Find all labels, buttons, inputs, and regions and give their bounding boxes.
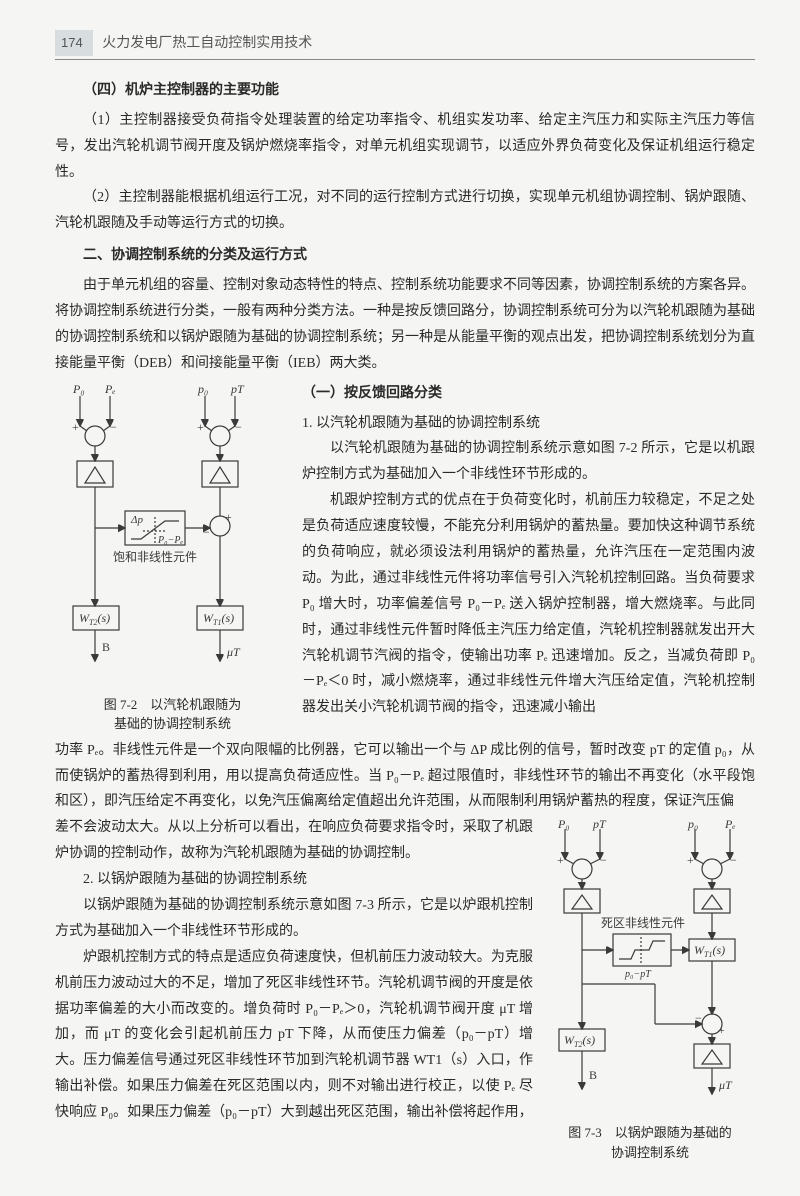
content-block-2: P₀ pT p₀ Pₑ + − — [55, 815, 755, 1166]
svg-text:+: + — [718, 1023, 725, 1037]
figure-7-2-caption: 图 7-2 以汽轮机跟随为 基础的协调控制系统 — [55, 695, 290, 734]
svg-text:+: + — [225, 510, 232, 524]
sub1-p2b: 功率 Pₑ。非线性元件是一个双向限幅的比例器，它可以输出一个与 ΔP 成比例的信… — [55, 738, 755, 816]
svg-text:P₀−Pₑ: P₀−Pₑ — [157, 535, 183, 546]
svg-text:WT2(s): WT2(s) — [564, 1033, 595, 1049]
svg-text:p₀: p₀ — [687, 819, 698, 831]
svg-text:WT2(s): WT2(s) — [79, 611, 110, 627]
h2-title: 二、协调控制系统的分类及运行方式 — [55, 243, 755, 269]
svg-text:死区非线性元件: 死区非线性元件 — [601, 916, 685, 930]
svg-text:Δp: Δp — [130, 514, 143, 526]
h2-p1: 由于单元机组的容量、控制对象动态特性的特点、控制系统功能要求不同等因素，协调控制… — [55, 273, 755, 377]
figure-7-3-diagram: P₀ pT p₀ Pₑ + − — [545, 819, 755, 1119]
svg-text:+: + — [197, 420, 204, 434]
svg-text:p₀−pT: p₀−pT — [624, 969, 652, 980]
svg-text:−: − — [235, 420, 242, 434]
svg-text:+: + — [72, 420, 79, 434]
section-4-title: （四）机炉主控制器的主要功能 — [55, 78, 755, 104]
svg-text:μT: μT — [718, 1078, 733, 1092]
svg-text:μT: μT — [226, 645, 241, 659]
book-title: 火力发电厂热工自动控制实用技术 — [102, 36, 312, 51]
svg-text:p₀: p₀ — [197, 382, 208, 396]
page-number: 174 — [55, 30, 93, 56]
svg-text:B: B — [102, 640, 110, 654]
svg-text:饱和非线性元件: 饱和非线性元件 — [113, 549, 197, 564]
page: 174 火力发电厂热工自动控制实用技术 （四）机炉主控制器的主要功能 （1）主控… — [0, 0, 800, 1196]
svg-text:B: B — [589, 1068, 597, 1082]
figure-7-3: P₀ pT p₀ Pₑ + − — [545, 819, 755, 1162]
figure-7-2: P₀ Pₑ + − p₀ pT + — [55, 381, 290, 734]
svg-text:P₀: P₀ — [72, 382, 85, 396]
svg-text:+: + — [687, 853, 694, 867]
svg-text:−: − — [110, 420, 117, 434]
figure-7-3-caption: 图 7-3 以锅炉跟随为基础的 协调控制系统 — [545, 1123, 755, 1162]
section-4-p2: （2）主控制器能根据机组运行工况，对不同的运行控制方式进行切换，实现单元机组协调… — [55, 185, 755, 237]
svg-text:+: + — [557, 853, 564, 867]
svg-text:−: − — [730, 853, 737, 867]
svg-text:WT1(s): WT1(s) — [694, 943, 725, 959]
svg-text:−: − — [203, 525, 210, 539]
content-block-1: P₀ Pₑ + − p₀ pT + — [55, 377, 755, 738]
svg-text:WT1(s): WT1(s) — [203, 611, 234, 627]
svg-text:P₀: P₀ — [557, 819, 570, 831]
figure-7-2-diagram: P₀ Pₑ + − p₀ pT + — [55, 381, 290, 691]
section-4-p1: （1）主控制器接受负荷指令处理装置的给定功率指令、机组实发功率、给定主汽压力和实… — [55, 108, 755, 186]
svg-text:Pₑ: Pₑ — [724, 819, 735, 831]
svg-text:pT: pT — [230, 382, 245, 396]
svg-text:pT: pT — [592, 819, 607, 831]
page-header: 174 火力发电厂热工自动控制实用技术 — [55, 30, 755, 60]
svg-text:−: − — [695, 1011, 702, 1025]
svg-text:Pₑ: Pₑ — [104, 382, 115, 396]
svg-text:−: − — [600, 853, 607, 867]
